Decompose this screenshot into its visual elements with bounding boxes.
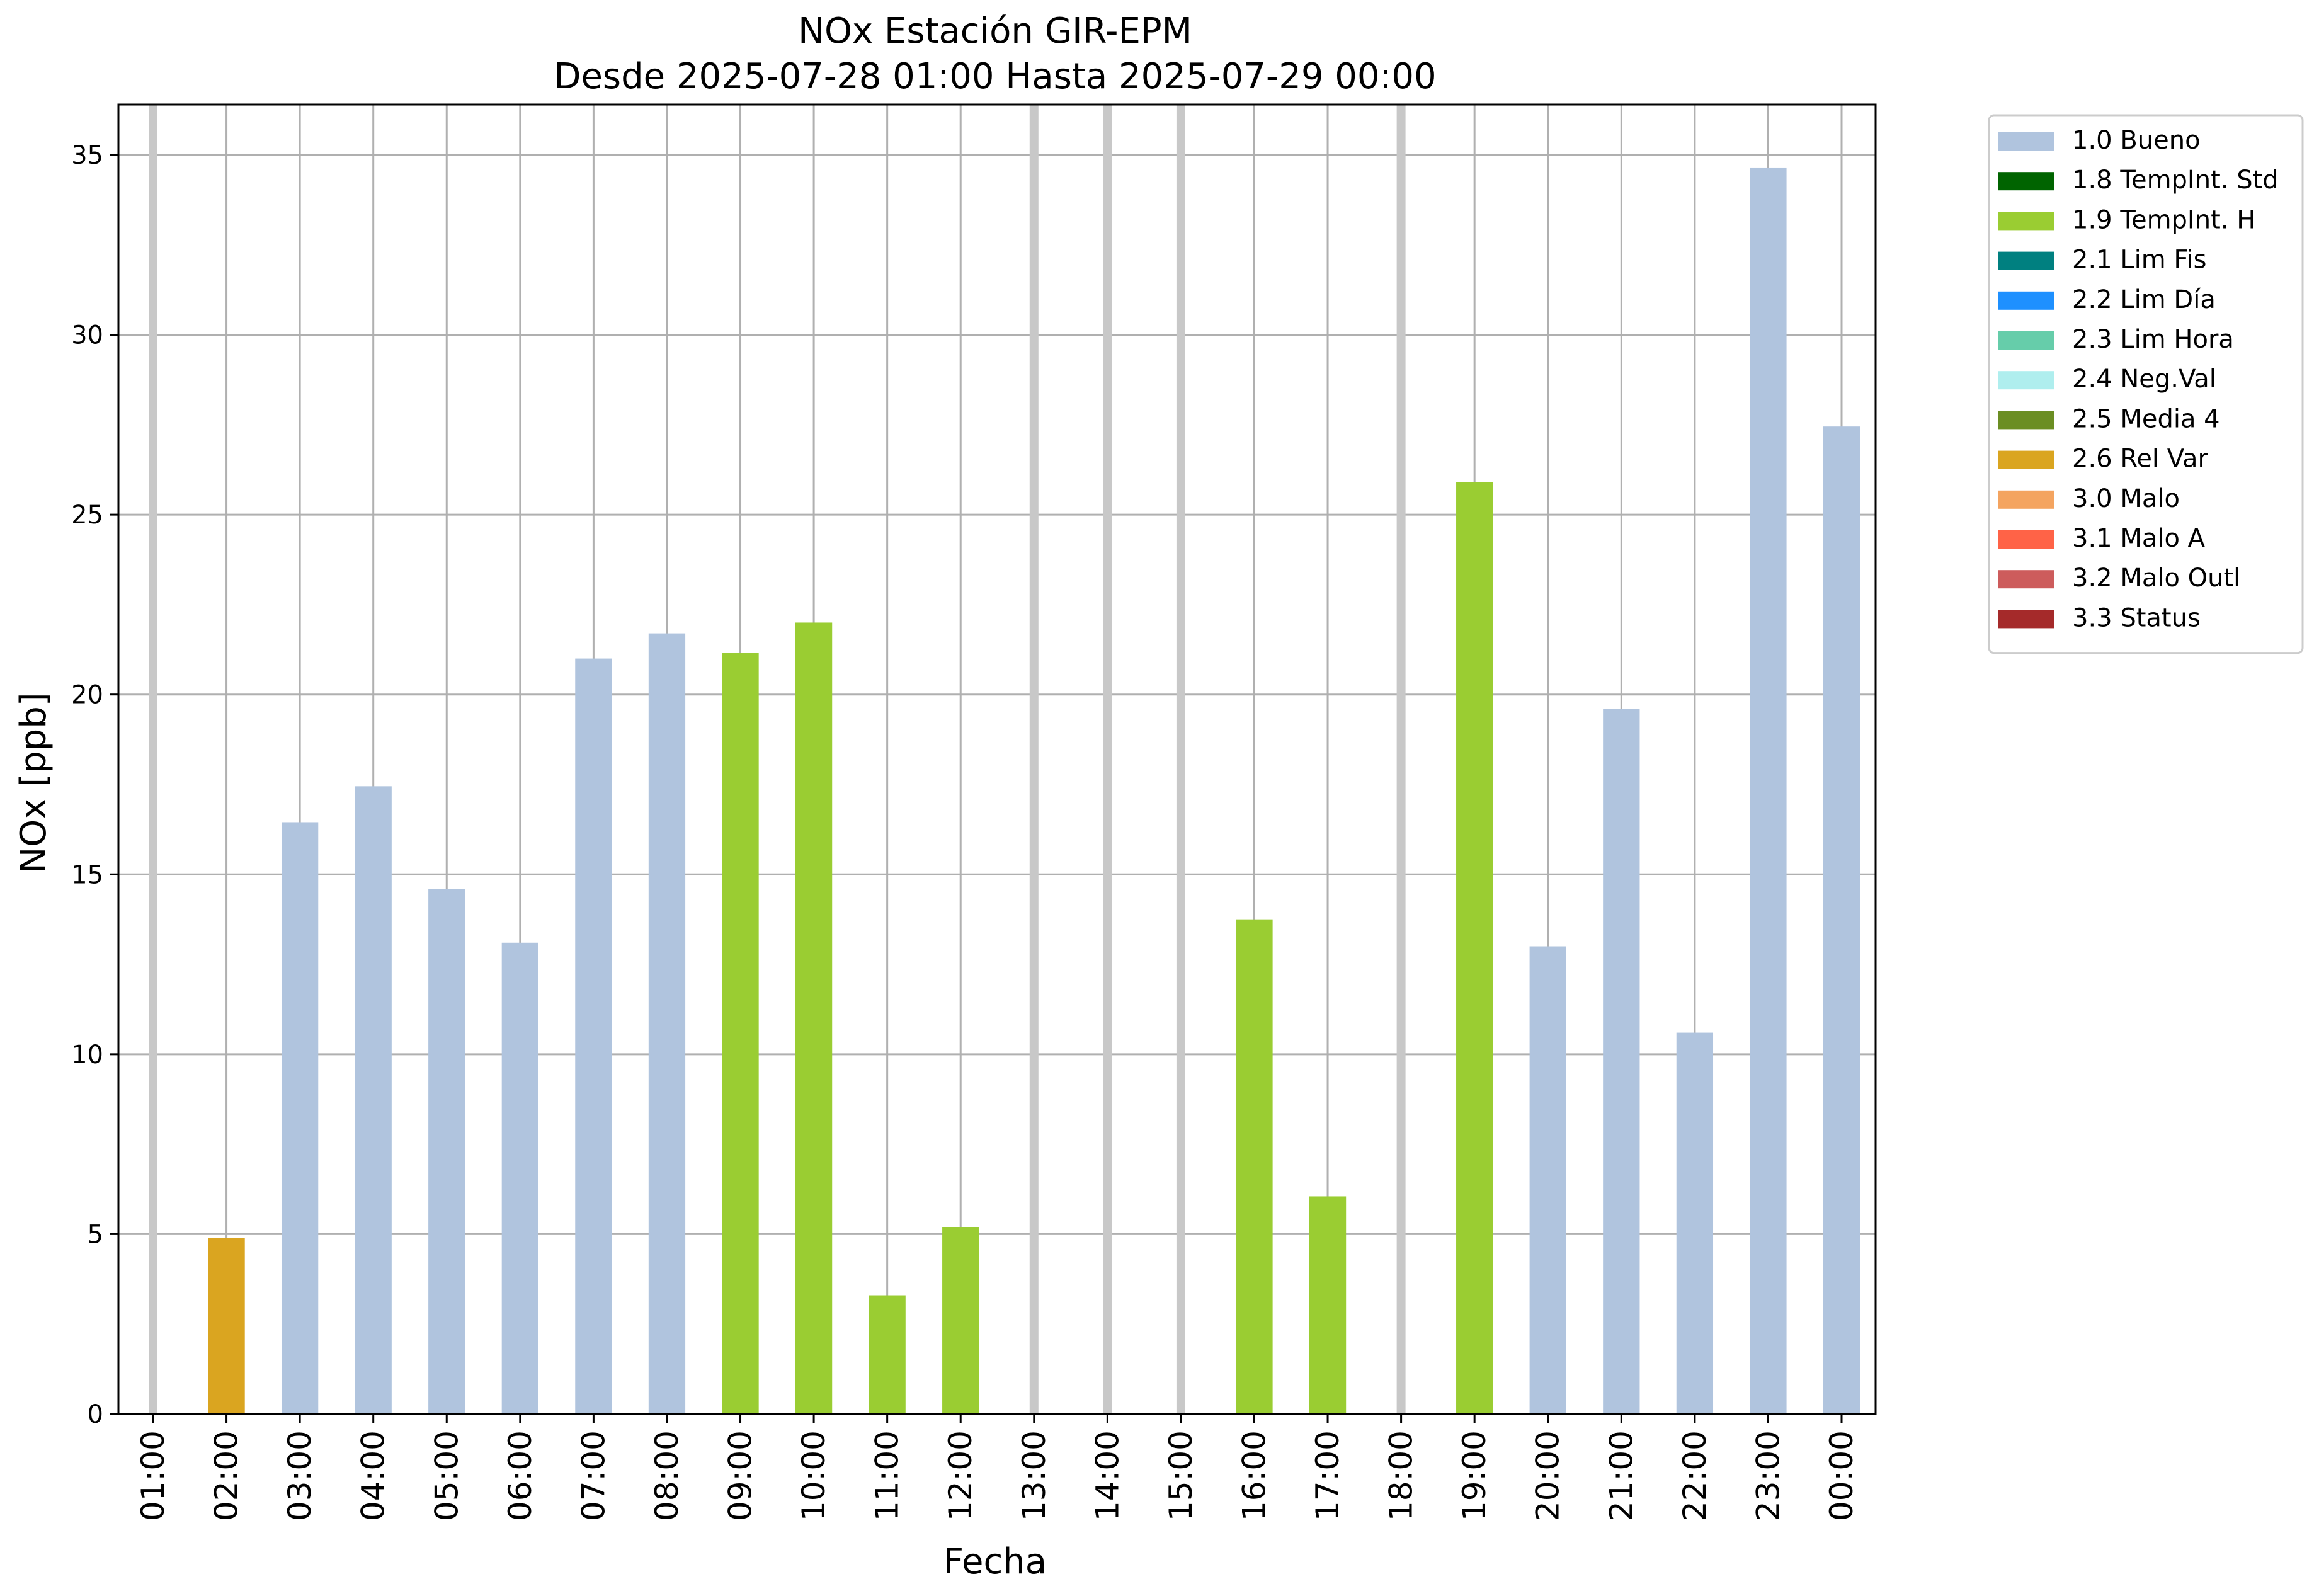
legend-swatch [1998, 331, 2054, 350]
x-tick-label: 23:00 [1750, 1430, 1786, 1521]
x-tick-label: 05:00 [428, 1430, 465, 1521]
x-tick-label: 04:00 [355, 1430, 392, 1521]
legend-entry: 2.5 Media 4 [2072, 404, 2220, 433]
x-tick-label: 03:00 [282, 1430, 318, 1521]
x-tick-label: 02:00 [208, 1430, 245, 1521]
bars [208, 167, 1860, 1415]
x-tick-label: 12:00 [942, 1430, 979, 1521]
legend-swatch [1998, 570, 2054, 589]
x-tick-label: 21:00 [1603, 1430, 1639, 1521]
y-tick-label: 35 [71, 141, 103, 170]
legend-entry: 1.8 TempInt. Std [2072, 166, 2279, 195]
legend-entry: 3.0 Malo [2072, 484, 2180, 513]
y-tick-label: 5 [88, 1220, 103, 1249]
bar-0600 [501, 942, 538, 1414]
legend-box [1988, 114, 2304, 654]
bar-0200 [208, 1238, 245, 1414]
x-axis-label: Fecha [943, 1541, 1047, 1582]
x-tick-label: 06:00 [502, 1430, 538, 1521]
legend-swatch [1998, 132, 2054, 151]
y-axis-label: NOx [ppb] [13, 692, 54, 873]
legend-entry: 3.2 Malo Outl [2072, 564, 2240, 593]
legend-entry: 2.2 Lim Día [2072, 285, 2216, 314]
bar-0300 [281, 822, 319, 1414]
y-tick-label: 15 [71, 860, 103, 889]
legend-entry: 2.6 Rel Var [2072, 445, 2209, 474]
legend-swatch [1998, 530, 2054, 549]
missing-data-marker [1029, 105, 1039, 1414]
legend-entry: 2.4 Neg.Val [2072, 365, 2216, 394]
legend-entry: 3.3 Status [2072, 603, 2201, 632]
x-tick-label: 20:00 [1530, 1430, 1566, 1521]
missing-data-marker [1396, 105, 1406, 1414]
bar-0700 [575, 658, 612, 1414]
missing-data-marker [1103, 105, 1112, 1414]
legend-swatch [1998, 450, 2054, 469]
x-tick-label: 08:00 [649, 1430, 685, 1521]
x-tick-label: 17:00 [1309, 1430, 1346, 1521]
legend: 1.0 Bueno 1.8 TempInt. Std 1.9 TempInt. H 2… [1988, 114, 2304, 654]
x-tick-label: 00:00 [1823, 1430, 1860, 1521]
x-tick-label: 22:00 [1677, 1430, 1713, 1521]
bar-1100 [869, 1295, 906, 1414]
legend-entry: 3.1 Malo A [2072, 524, 2206, 553]
bar-2100 [1603, 709, 1640, 1414]
x-tick-label: 07:00 [575, 1430, 612, 1521]
legend-swatch [1998, 411, 2054, 430]
missing-data-marker [149, 105, 157, 1414]
legend-swatch [1998, 251, 2054, 270]
legend-swatch [1998, 212, 2054, 231]
y-tick-label: 30 [71, 321, 103, 350]
x-tick-label: 18:00 [1383, 1430, 1420, 1521]
legend-swatch [1998, 172, 2054, 191]
plot-area-frame [117, 103, 1877, 1415]
missing-data-marker [1176, 105, 1185, 1414]
legend-swatch [1998, 371, 2054, 390]
bar-0400 [355, 786, 392, 1414]
y-tick-label: 0 [88, 1400, 103, 1429]
x-tick-label: 15:00 [1163, 1430, 1199, 1521]
bar-1000 [795, 622, 833, 1414]
x-tick-label: 14:00 [1089, 1430, 1125, 1521]
bar-1600 [1236, 919, 1273, 1414]
legend-entry: 1.0 Bueno [2072, 126, 2201, 155]
x-tick-label: 19:00 [1456, 1430, 1493, 1521]
bar-0900 [722, 653, 759, 1414]
x-axis: 01:00 02:00 03:00 04:00 05:00 06:00 07:00 08:00… [135, 1414, 1860, 1521]
x-tick-label: 11:00 [869, 1430, 906, 1521]
missing-data-markers [149, 105, 1406, 1414]
bar-1200 [942, 1227, 979, 1414]
legend-swatch [1998, 490, 2054, 509]
bar-0800 [648, 633, 686, 1414]
y-tick-label: 25 [71, 501, 103, 530]
bar-2300 [1750, 167, 1787, 1415]
x-tick-label: 01:00 [135, 1430, 171, 1521]
legend-entry: 2.3 Lim Hora [2072, 325, 2234, 354]
y-tick-label: 10 [71, 1040, 103, 1069]
bar-1700 [1309, 1196, 1347, 1414]
chart-title: NOx Estación GIR-EPM [798, 11, 1192, 52]
legend-entry: 2.1 Lim Fis [2072, 246, 2206, 275]
legend-swatch [1998, 291, 2054, 310]
legend-entry: 1.9 TempInt. H [2072, 205, 2255, 234]
y-tick-label: 20 [71, 681, 103, 710]
y-axis: 0 5 10 15 20 25 30 35 [71, 141, 118, 1429]
x-tick-label: 13:00 [1016, 1430, 1052, 1521]
chart-subtitle: Desde 2025-07-28 01:00 Hasta 2025-07-29 … [554, 56, 1436, 97]
x-tick-label: 16:00 [1236, 1430, 1272, 1521]
bar-0000 [1823, 426, 1860, 1415]
x-tick-label: 10:00 [795, 1430, 832, 1521]
bar-0500 [428, 889, 465, 1414]
bar-2000 [1529, 946, 1566, 1414]
x-tick-label: 09:00 [722, 1430, 759, 1521]
bar-1900 [1456, 482, 1493, 1414]
bar-2200 [1676, 1032, 1714, 1414]
legend-swatch [1998, 610, 2054, 629]
